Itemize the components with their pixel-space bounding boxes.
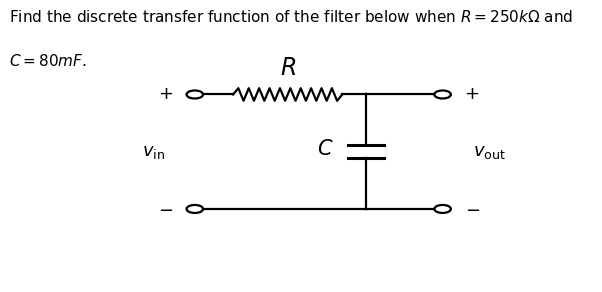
Text: $v_{\mathrm{in}}$: $v_{\mathrm{in}}$: [142, 143, 165, 161]
Text: Find the discrete transfer function of the filter below when $R = 250k\Omega$ an: Find the discrete transfer function of t…: [9, 9, 573, 25]
Text: $-$: $-$: [465, 200, 480, 218]
Text: $v_{\mathrm{out}}$: $v_{\mathrm{out}}$: [473, 143, 506, 161]
Text: $C = 80mF.$: $C = 80mF.$: [9, 53, 87, 69]
Text: +: +: [465, 86, 480, 103]
Text: $-$: $-$: [158, 200, 173, 218]
Text: +: +: [158, 86, 173, 103]
Text: $C$: $C$: [317, 139, 334, 159]
Text: $R$: $R$: [280, 57, 296, 80]
